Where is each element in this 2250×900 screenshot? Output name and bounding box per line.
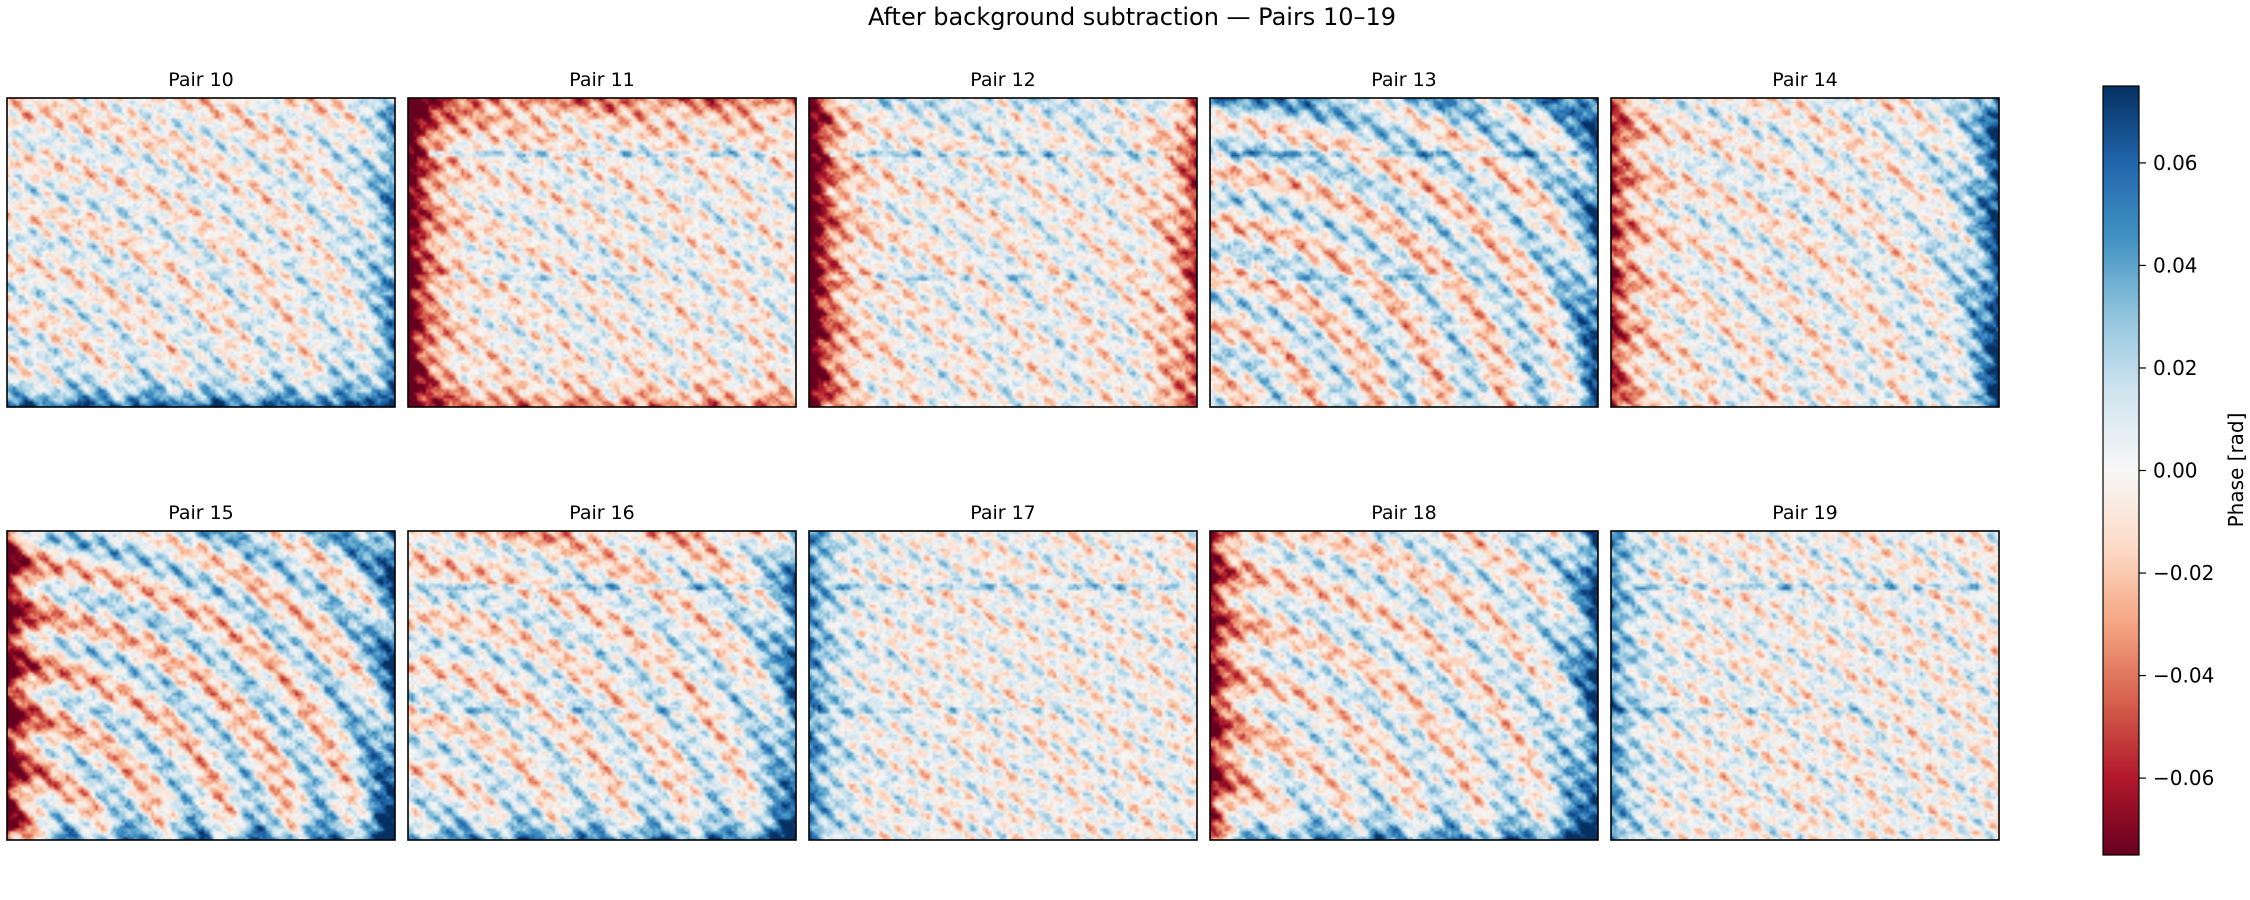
panel-title: Pair 18	[1371, 502, 1437, 524]
heatmap-panel: Pair 17	[808, 502, 1198, 841]
heatmap-panel: Pair 11	[407, 69, 797, 408]
colorbar-tick-label: 0.02	[2153, 356, 2198, 380]
panel-frame	[6, 97, 396, 408]
colorbar-tick-label: −0.04	[2153, 664, 2214, 688]
panel-frame	[1209, 530, 1599, 841]
colorbar-tick-label: 0.06	[2153, 151, 2198, 175]
panel-title: Pair 12	[970, 69, 1036, 91]
panel-title: Pair 17	[970, 502, 1036, 524]
panel-frame	[1610, 530, 2000, 841]
panel-frame	[407, 530, 797, 841]
heatmap-image	[7, 98, 395, 407]
panel-frame	[407, 97, 797, 408]
heatmap-image	[408, 98, 796, 407]
panel-title: Pair 14	[1772, 69, 1838, 91]
panel-frame	[808, 530, 1198, 841]
heatmap-panel: Pair 15	[6, 502, 396, 841]
figure-title: After background subtraction — Pairs 10–…	[868, 3, 1396, 31]
heatmap-image	[809, 98, 1197, 407]
colorbar-tick-label: −0.06	[2153, 766, 2214, 790]
heatmap-panel: Pair 13	[1209, 69, 1599, 408]
heatmap-panel: Pair 12	[808, 69, 1198, 408]
colorbar-tick-label: 0.04	[2153, 253, 2198, 277]
heatmap-panels: Pair 10 Pair 11 Pair 12 Pair 13 Pair 14 Pair …	[6, 69, 2000, 841]
heatmap-image	[1210, 98, 1598, 407]
panel-title: Pair 11	[569, 69, 635, 91]
colorbar-ticks: 0.06 0.04 0.02 0.00 −0.02 −0.04 −0.06	[2139, 151, 2214, 790]
panel-frame	[808, 97, 1198, 408]
panel-title: Pair 15	[168, 502, 234, 524]
heatmap-image	[1210, 531, 1598, 840]
panel-title: Pair 10	[168, 69, 234, 91]
panel-frame	[1610, 97, 2000, 408]
heatmap-image	[1611, 531, 1999, 840]
panel-title: Pair 13	[1371, 69, 1437, 91]
heatmap-image	[7, 531, 395, 840]
panel-title: Pair 19	[1772, 502, 1838, 524]
heatmap-image	[809, 531, 1197, 840]
heatmap-panel: Pair 18	[1209, 502, 1599, 841]
heatmap-panel: Pair 10	[6, 69, 396, 408]
heatmap-panel: Pair 14	[1610, 69, 2000, 408]
colorbar-label: Phase [rad]	[2224, 413, 2248, 528]
panel-frame	[6, 530, 396, 841]
heatmap-panel: Pair 19	[1610, 502, 2000, 841]
heatmap-image	[408, 531, 796, 840]
heatmap-panel: Pair 16	[407, 502, 797, 841]
colorbar: 0.06 0.04 0.02 0.00 −0.02 −0.04 −0.06 Phase [r…	[2102, 85, 2248, 856]
colorbar-tick-label: −0.02	[2153, 561, 2214, 585]
panel-frame	[1209, 97, 1599, 408]
panel-title: Pair 16	[569, 502, 635, 524]
colorbar-tick-label: 0.00	[2153, 459, 2198, 483]
colorbar-gradient	[2102, 85, 2140, 856]
heatmap-image	[1611, 98, 1999, 407]
